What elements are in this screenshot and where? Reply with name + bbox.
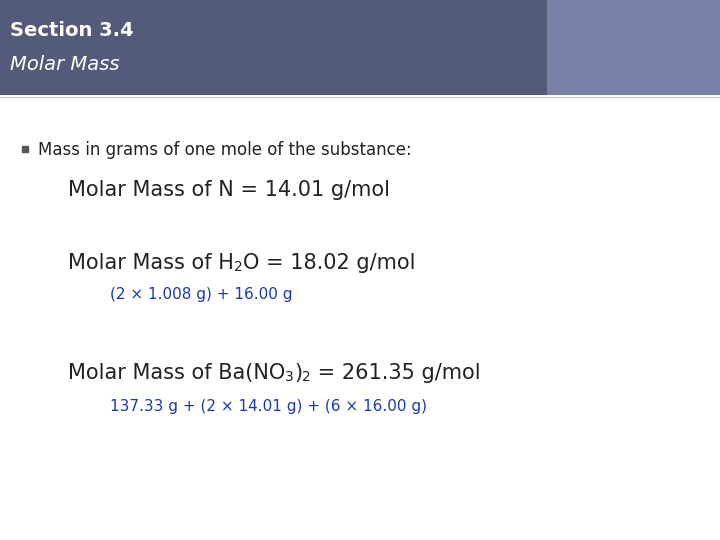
Text: = 261.35 g/mol: = 261.35 g/mol (311, 363, 480, 383)
Text: Molar Mass of H: Molar Mass of H (68, 253, 234, 273)
Text: Molar Mass: Molar Mass (10, 55, 120, 74)
Text: ): ) (294, 363, 302, 383)
FancyBboxPatch shape (547, 0, 720, 95)
Text: O = 18.02 g/mol: O = 18.02 g/mol (243, 253, 415, 273)
Text: Molar Mass of Ba(NO: Molar Mass of Ba(NO (68, 363, 285, 383)
Text: 3: 3 (285, 370, 294, 384)
Text: (2 × 1.008 g) + 16.00 g: (2 × 1.008 g) + 16.00 g (110, 287, 292, 302)
Text: Molar Mass of N = 14.01 g/mol: Molar Mass of N = 14.01 g/mol (68, 180, 390, 200)
Text: Mass in grams of one mole of the substance:: Mass in grams of one mole of the substan… (38, 141, 412, 159)
Text: Section 3.4: Section 3.4 (10, 21, 134, 40)
Bar (22, 146, 28, 152)
Text: 137.33 g + (2 × 14.01 g) + (6 × 16.00 g): 137.33 g + (2 × 14.01 g) + (6 × 16.00 g) (110, 400, 427, 415)
FancyBboxPatch shape (0, 0, 547, 95)
Text: 2: 2 (302, 370, 311, 384)
Text: 2: 2 (234, 260, 243, 274)
